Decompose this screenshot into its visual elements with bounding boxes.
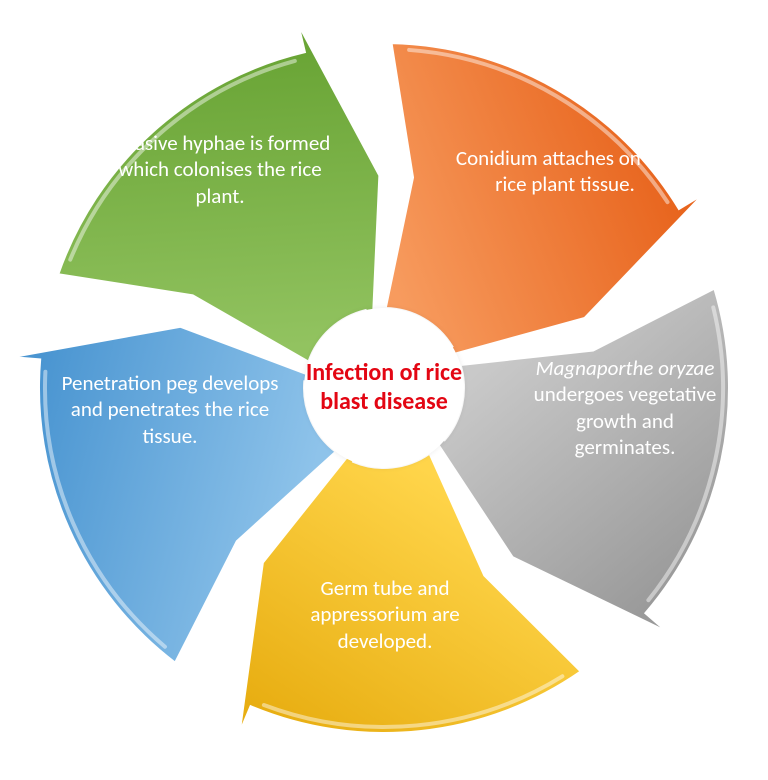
cycle-diagram: Infection of rice blast disease Conidium… (0, 0, 768, 775)
center-circle: Infection of rice blast disease (304, 308, 464, 468)
center-title: Infection of rice blast disease (304, 359, 464, 417)
